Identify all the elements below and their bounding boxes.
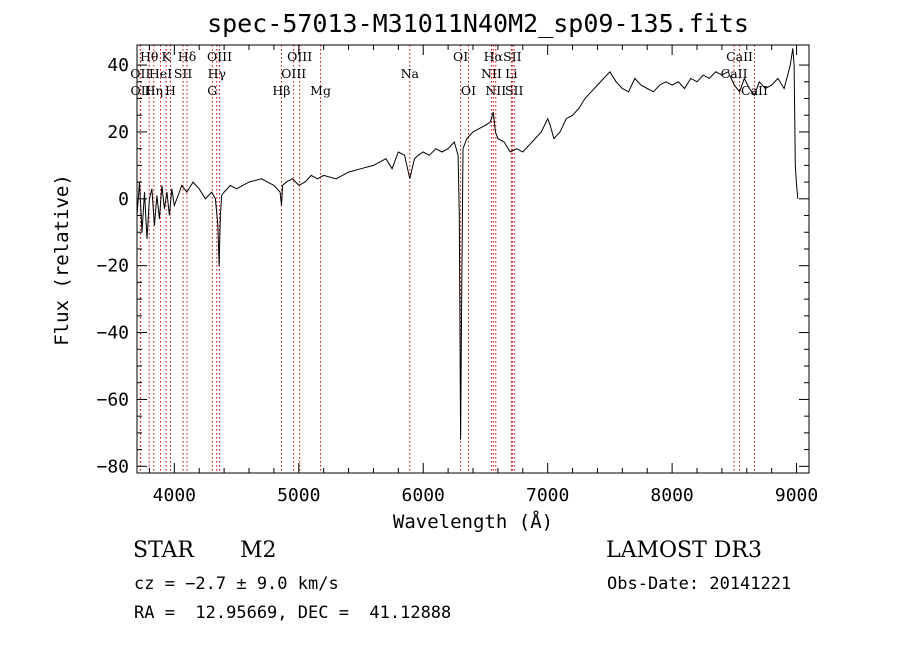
line-label-22: SII bbox=[503, 49, 522, 64]
y-tick-label--80: −80 bbox=[96, 456, 129, 477]
line-label-10: Hγ bbox=[208, 66, 226, 81]
y-tick-label-20: 20 bbox=[107, 122, 129, 143]
line-label-27: CaII bbox=[741, 83, 768, 98]
line-label-14: Hβ bbox=[272, 83, 290, 98]
y-tick-label-40: 40 bbox=[107, 55, 129, 76]
x-tick-label-5000: 5000 bbox=[277, 485, 320, 506]
x-tick-label-4000: 4000 bbox=[153, 485, 196, 506]
line-label-6: HeI bbox=[149, 66, 172, 81]
line-label-24: SII bbox=[505, 83, 524, 98]
line-label-0: Hθ bbox=[140, 49, 158, 64]
line-label-17: OI bbox=[453, 49, 468, 64]
y-tick-label--20: −20 bbox=[96, 256, 129, 277]
line-label-5: Hη bbox=[145, 83, 163, 98]
x-tick-label-9000: 9000 bbox=[775, 485, 818, 506]
line-label-23: Li bbox=[505, 66, 517, 81]
line-label-21: NII bbox=[485, 83, 506, 98]
line-label-19: Hα bbox=[484, 49, 504, 64]
survey-name: LAMOST DR3 bbox=[606, 538, 762, 563]
line-label-1: OII bbox=[130, 66, 150, 81]
line-label-26: CaII bbox=[721, 66, 748, 81]
object-subclass: M2 bbox=[240, 538, 277, 563]
line-label-7: SII bbox=[174, 66, 193, 81]
coordinates: RA = 12.95669, DEC = 41.12888 bbox=[134, 603, 452, 623]
spectrum-line bbox=[136, 48, 799, 440]
y-axis-ticks: −80 −60 −40 −20 0 20 40 bbox=[96, 55, 809, 477]
y-tick-label-0: 0 bbox=[118, 189, 129, 210]
y-tick-label--60: −60 bbox=[96, 389, 129, 410]
line-label-15: Mg bbox=[310, 83, 331, 98]
x-tick-label-6000: 6000 bbox=[402, 485, 445, 506]
line-label-13: OIII bbox=[281, 66, 306, 81]
line-label-12: OIII bbox=[287, 49, 312, 64]
x-axis-label: Wavelength (Å) bbox=[393, 510, 553, 533]
line-label-11: G bbox=[207, 83, 217, 98]
plot-frame bbox=[136, 44, 810, 474]
y-tick-label--40: −40 bbox=[96, 323, 129, 344]
line-label-25: CaII bbox=[726, 49, 753, 64]
line-label-3: K bbox=[161, 49, 171, 64]
x-tick-label-7000: 7000 bbox=[526, 485, 569, 506]
emission-line-markers bbox=[139, 45, 755, 473]
chart-title: spec-57013-M31011N40M2_sp09-135.fits bbox=[207, 9, 749, 38]
observation-date: Obs-Date: 20141221 bbox=[607, 574, 792, 594]
object-class: STAR bbox=[133, 538, 194, 563]
line-label-20: NII bbox=[481, 66, 502, 81]
line-label-18: OI bbox=[461, 83, 476, 98]
line-label-2: OII bbox=[131, 83, 151, 98]
y-axis-label: Flux (relative) bbox=[51, 174, 73, 346]
line-label-8: Hδ bbox=[178, 49, 196, 64]
x-tick-label-8000: 8000 bbox=[650, 485, 693, 506]
x-axis-ticks: 4000 5000 6000 7000 8000 9000 bbox=[148, 45, 818, 506]
line-label-16: Na bbox=[401, 66, 420, 81]
line-label-4: H bbox=[165, 83, 176, 98]
line-label-9: OIII bbox=[207, 49, 232, 64]
redshift-velocity: cz = −2.7 ± 9.0 km/s bbox=[134, 574, 339, 594]
